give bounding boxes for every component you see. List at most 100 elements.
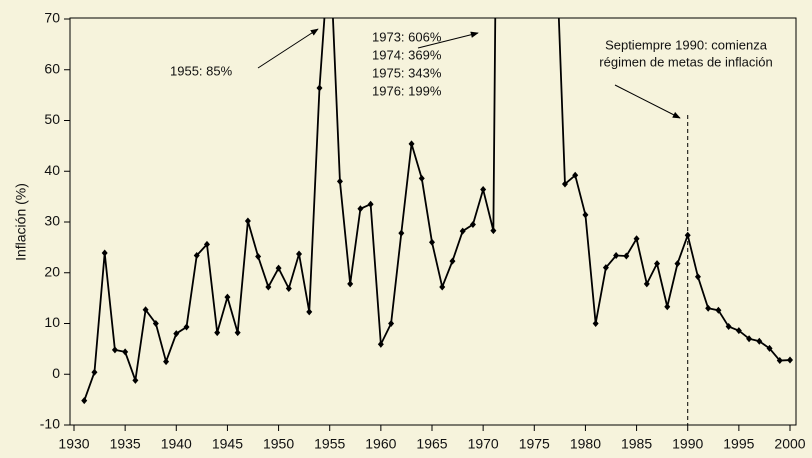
annotation: 1973: 606% — [372, 29, 442, 44]
marker — [285, 284, 292, 292]
marker — [234, 329, 241, 337]
marker — [193, 251, 200, 259]
marker — [275, 264, 282, 272]
marker — [561, 180, 568, 188]
arrow — [614, 84, 681, 119]
marker — [398, 229, 405, 237]
marker — [715, 306, 722, 314]
marker — [735, 327, 742, 335]
y-tick-label: 40 — [44, 162, 60, 178]
annotation: 1974: 369% — [372, 47, 442, 62]
x-tick-label: 1975 — [519, 436, 550, 452]
marker — [418, 174, 425, 182]
y-tick-label: 70 — [44, 10, 60, 26]
marker — [746, 335, 753, 343]
marker — [173, 330, 180, 338]
marker — [296, 250, 303, 258]
x-tick-label: 1985 — [621, 436, 652, 452]
marker — [756, 337, 763, 345]
y-tick-label: 20 — [44, 263, 60, 279]
marker — [316, 84, 323, 92]
marker — [459, 227, 466, 235]
marker — [122, 348, 129, 356]
marker — [694, 273, 701, 281]
annotation: 1955: 85% — [170, 63, 233, 78]
annotation: régimen de metas de inflación — [599, 54, 772, 69]
marker — [582, 211, 589, 219]
marker — [725, 323, 732, 331]
x-tick-label: 1940 — [161, 436, 192, 452]
plot-area — [81, 18, 793, 405]
marker — [81, 397, 88, 405]
marker — [408, 140, 415, 148]
marker — [664, 303, 671, 311]
marker — [347, 280, 354, 288]
marker — [224, 293, 231, 301]
y-axis-label: Inflación (%) — [13, 183, 29, 261]
marker — [643, 280, 650, 288]
marker — [163, 358, 170, 366]
marker — [684, 231, 691, 239]
x-tick-label: 2000 — [774, 436, 805, 452]
marker — [633, 235, 640, 243]
marker — [265, 283, 272, 291]
marker — [705, 304, 712, 312]
marker — [91, 368, 98, 376]
marker — [654, 260, 661, 268]
marker — [244, 217, 251, 225]
marker — [439, 283, 446, 291]
marker — [377, 340, 384, 348]
marker — [152, 320, 159, 327]
marker — [183, 323, 190, 331]
marker — [674, 260, 681, 268]
marker — [132, 376, 139, 384]
x-tick-label: 1935 — [110, 436, 141, 452]
marker — [203, 240, 210, 248]
x-tick-label: 1945 — [212, 436, 243, 452]
x-tick-label: 1930 — [58, 436, 89, 452]
x-tick-label: 1955 — [314, 436, 345, 452]
arrow — [417, 31, 479, 49]
marker — [367, 200, 374, 208]
y-tick-label: 0 — [52, 365, 60, 381]
x-tick-label: 1960 — [365, 436, 396, 452]
x-tick-label: 1965 — [416, 436, 447, 452]
marker — [388, 320, 395, 327]
marker — [336, 177, 343, 185]
marker — [214, 329, 221, 337]
marker — [592, 320, 599, 327]
y-tick-label: 10 — [44, 314, 60, 330]
annotation: Septiempre 1990: comienza — [605, 37, 768, 52]
marker — [766, 344, 773, 352]
arrow — [257, 28, 319, 69]
y-tick-label: 30 — [44, 213, 60, 229]
marker — [255, 253, 262, 261]
marker — [142, 306, 149, 314]
annotation: 1975: 343% — [372, 65, 442, 80]
x-tick-label: 1950 — [263, 436, 294, 452]
marker — [480, 186, 487, 194]
marker — [787, 356, 793, 364]
marker — [449, 257, 456, 265]
marker — [111, 346, 118, 354]
marker — [776, 357, 783, 365]
marker — [306, 308, 313, 316]
marker — [613, 251, 620, 259]
x-tick-label: 1980 — [570, 436, 601, 452]
marker — [602, 264, 609, 272]
y-tick-label: 60 — [44, 60, 60, 76]
plot-frame — [69, 17, 797, 426]
x-tick-label: 1970 — [468, 436, 499, 452]
marker — [429, 238, 435, 246]
x-tick-label: 1990 — [672, 436, 703, 452]
marker — [357, 205, 364, 213]
marker — [572, 171, 579, 179]
line — [83, 18, 791, 401]
marker — [623, 252, 630, 260]
x-tick-label: 1995 — [723, 436, 754, 452]
y-tick-label: 50 — [44, 111, 60, 127]
marker — [101, 249, 108, 257]
annotation: 1976: 199% — [372, 83, 442, 98]
